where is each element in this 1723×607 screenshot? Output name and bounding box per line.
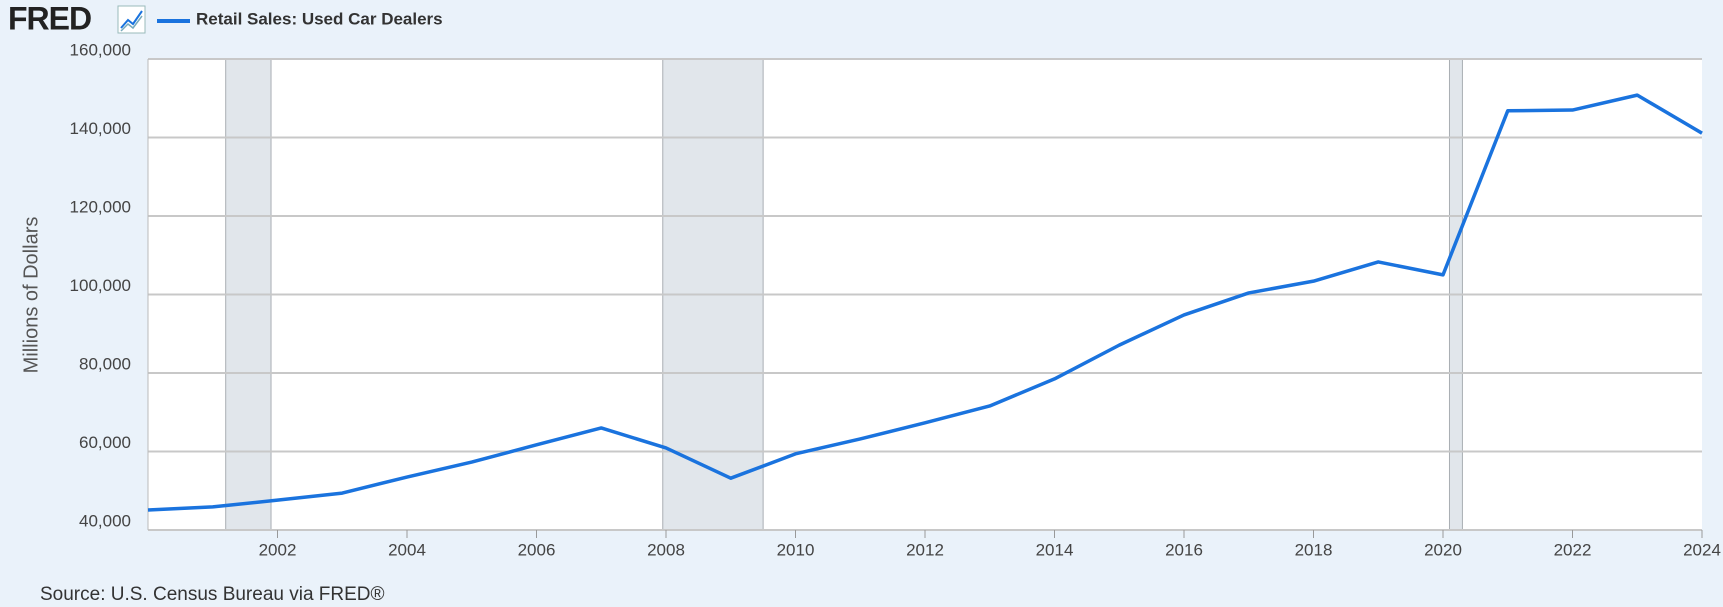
y-tick-label: 100,000 (70, 276, 131, 295)
x-tick-label: 2012 (906, 540, 944, 559)
legend-label: Retail Sales: Used Car Dealers (196, 9, 443, 28)
y-tick-label: 40,000 (79, 511, 131, 530)
x-tick-label: 2014 (1036, 540, 1074, 559)
logo[interactable]: FRED (8, 0, 92, 36)
logo-icon (117, 5, 146, 34)
y-tick-label: 160,000 (70, 40, 131, 59)
y-tick-label: 80,000 (79, 354, 131, 373)
series-line (147, 93, 1703, 512)
x-tick-label: 2022 (1554, 540, 1592, 559)
y-tick-label: 60,000 (79, 433, 131, 452)
x-tick-label: 2016 (1165, 540, 1203, 559)
source: Source: U.S. Census Bureau via FRED® (40, 584, 385, 605)
x-tick-label: 2018 (1295, 540, 1333, 559)
x-tick-label: 2008 (647, 540, 685, 559)
x-tick-label: 2004 (388, 540, 426, 559)
x-tick-label: 2010 (777, 540, 815, 559)
y-tick-label: 140,000 (70, 119, 131, 138)
x-tick-label: 2002 (259, 540, 297, 559)
y-axis-label: Millions of Dollars (20, 217, 42, 374)
x-tick-label: 2020 (1424, 540, 1462, 559)
x-tick-label: 2024 (1683, 540, 1721, 559)
x-tick-label: 2006 (518, 540, 556, 559)
y-tick-label: 120,000 (70, 197, 131, 216)
